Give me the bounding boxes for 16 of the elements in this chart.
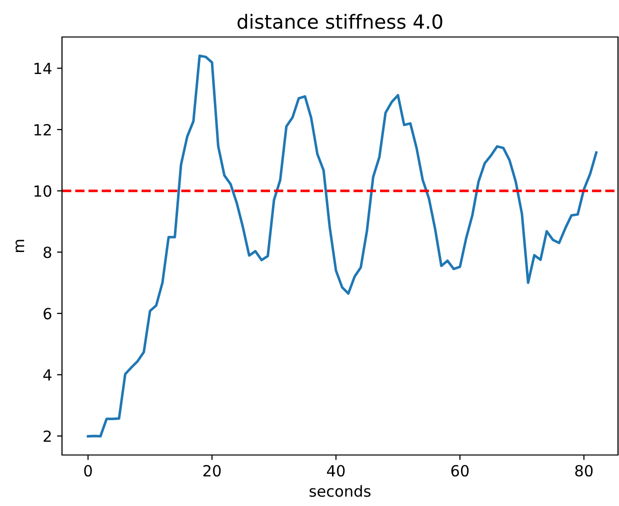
y-tick-label: 2: [44, 430, 51, 442]
chart-title: distance stiffness 4.0: [238, 14, 442, 29]
x-tick-label: 20: [203, 464, 221, 477]
y-tick-label: 10: [34, 185, 52, 197]
x-tick-label: 80: [575, 464, 593, 477]
y-tick-label: 12: [34, 124, 51, 136]
x-tick-label: 60: [451, 464, 469, 477]
line-series: [86, 54, 598, 438]
y-tick-label: 6: [44, 308, 52, 320]
y-tick-label: 4: [43, 369, 52, 381]
x-tick-label: 0: [84, 464, 92, 477]
x-axis-title: seconds: [310, 485, 370, 497]
x-tick-label: 40: [327, 464, 345, 477]
y-axis-title: m: [16, 240, 24, 252]
y-tick-label: 8: [44, 246, 52, 258]
y-tick-label: 14: [34, 62, 52, 74]
